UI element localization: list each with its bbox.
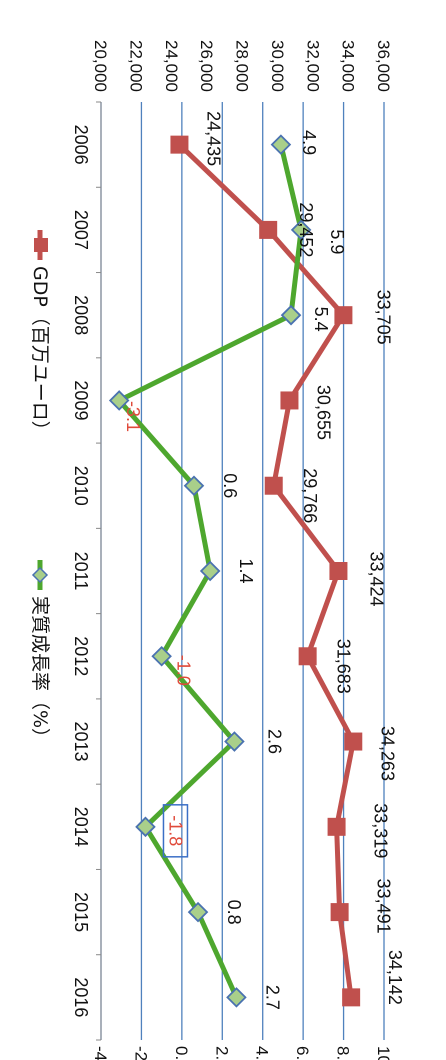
growth-data-label: -3.1	[123, 401, 143, 432]
gdp-point	[344, 732, 363, 751]
gdp-data-label: 33,319	[371, 803, 391, 858]
gdp-point	[329, 562, 348, 580]
legend: GDP（百万ユーロ） 実質成長率（%）	[29, 230, 51, 747]
gdp-data-label: 34,263	[377, 726, 397, 781]
gdp-data-label: 24,435	[203, 111, 223, 166]
growth-point	[135, 816, 156, 838]
growth-point	[108, 390, 130, 411]
x-axis-category-label: 2012	[71, 636, 91, 676]
y-right-tick-label: 0.0	[172, 1046, 191, 1060]
x-axis-category-label: 2010	[71, 466, 91, 506]
growth-data-label: 5.4	[311, 307, 331, 332]
x-axis-category-label: 2015	[71, 892, 91, 932]
y-right-tick-label: 6.0	[293, 1046, 312, 1060]
gdp-data-label: 33,705	[373, 290, 393, 345]
y-left-tick-label: 24,000	[162, 40, 181, 92]
gdp-data-label: 29,766	[300, 468, 320, 523]
growth-data-label: -1.8	[165, 815, 185, 846]
y-left-tick-label: 22,000	[126, 40, 145, 92]
y-right-tick-label: 8.0	[334, 1046, 353, 1060]
x-axis-category-label: 2011	[71, 552, 91, 591]
legend-growth-marker	[31, 566, 49, 584]
x-axis-category-label: 2008	[71, 295, 91, 335]
y-right-tick-label: 2.0	[212, 1046, 231, 1060]
growth-data-label: 2.6	[264, 729, 284, 754]
y-left-tick-label: 28,000	[233, 40, 252, 92]
y-left-tick-label: 36,000	[374, 40, 393, 92]
gdp-data-label: 33,491	[374, 879, 394, 934]
data-labels: 24,435 29,452 33,705 30,655 29,766 33,424 31,6…	[123, 111, 405, 1010]
growth-data-label: 0.6	[220, 473, 240, 498]
y-left-tick-label: 30,000	[268, 40, 287, 92]
growth-point	[280, 304, 302, 326]
y-left-tick-label: 32,000	[303, 40, 322, 92]
y-left-tick-label: 26,000	[197, 40, 216, 92]
gdp-data-label: 30,655	[313, 385, 333, 440]
gdp-point	[334, 306, 353, 325]
growth-point	[151, 645, 172, 667]
y-right-tick-label: 10.0	[374, 1046, 393, 1060]
gdp-point	[330, 903, 349, 922]
legend-gdp-marker	[34, 238, 48, 252]
growth-data-label: 4.9	[299, 130, 319, 155]
x-axis-category-label: 2013	[71, 722, 91, 762]
x-axis-category-label: 2014	[71, 807, 91, 847]
axes: 20,000 22,000 24,000 26,000 28,000 30,000 32,0…	[71, 40, 393, 1060]
y-left-tick-label: 20,000	[91, 40, 110, 92]
gdp-point	[264, 476, 283, 495]
growth-point	[199, 560, 221, 582]
growth-data-label: 2.7	[262, 985, 282, 1010]
x-axis-category-label: 2009	[71, 380, 91, 420]
growth-data-label: -1.0	[174, 655, 194, 686]
x-axis-category-label: 2007	[71, 210, 91, 250]
legend-growth-label: 実質成長率（%）	[29, 596, 51, 747]
growth-data-label: 1.4	[236, 558, 256, 583]
gdp-point	[342, 988, 361, 1007]
gdp-point	[170, 135, 189, 154]
gdp-data-label: 29,452	[296, 202, 316, 257]
label-highlight-box	[162, 804, 189, 858]
growth-data-label: 0.8	[224, 900, 244, 925]
gdp-data-label: 34,142	[385, 950, 405, 1005]
growth-point	[224, 731, 245, 752]
y-right-tick-label: -2.0	[131, 1046, 150, 1060]
x-axis-category-label: 2016	[71, 977, 91, 1017]
y-right-tick-label: -4.0	[91, 1046, 110, 1060]
gdp-point	[280, 391, 299, 410]
gdp-data-label: 33,424	[366, 551, 386, 606]
gdp-point	[298, 647, 317, 666]
growth-point	[183, 475, 205, 497]
x-axis-category-label: 2006	[71, 125, 91, 165]
gdp-data-label: 31,683	[334, 639, 354, 694]
gdp-point	[327, 817, 346, 836]
growth-point	[270, 134, 292, 155]
legend-gdp-label: GDP（百万ユーロ）	[29, 266, 51, 440]
growth-data-label: 5.9	[327, 229, 347, 254]
gdp-point	[259, 220, 278, 239]
y-left-tick-label: 34,000	[339, 40, 358, 92]
growth-point	[226, 987, 247, 1008]
growth-point	[290, 219, 312, 241]
series	[108, 134, 363, 1008]
y-right-tick-label: 4.0	[253, 1046, 272, 1060]
growth-point	[187, 901, 209, 923]
